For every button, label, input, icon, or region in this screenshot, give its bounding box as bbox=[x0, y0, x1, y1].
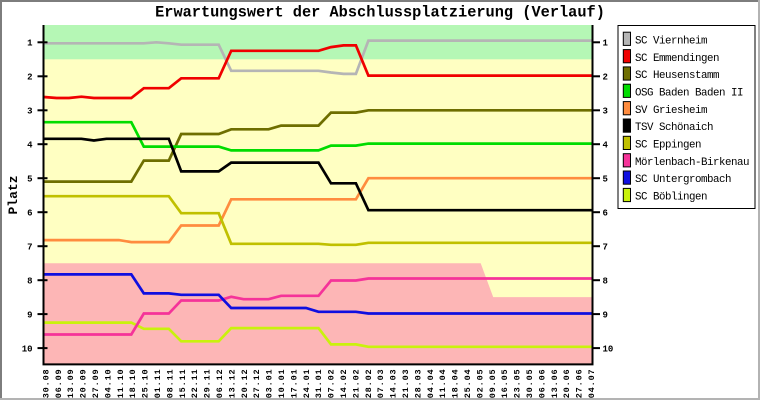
svg-text:5: 5 bbox=[603, 175, 608, 185]
svg-text:SC Heusenstamm: SC Heusenstamm bbox=[635, 70, 719, 82]
svg-text:3: 3 bbox=[27, 107, 32, 117]
svg-text:14.02: 14.02 bbox=[339, 369, 349, 399]
svg-text:2: 2 bbox=[27, 73, 32, 83]
svg-text:15.11: 15.11 bbox=[178, 369, 188, 399]
svg-text:6: 6 bbox=[603, 209, 608, 219]
svg-text:06.09: 06.09 bbox=[54, 369, 64, 399]
svg-text:06.12: 06.12 bbox=[215, 369, 225, 399]
svg-text:03.01: 03.01 bbox=[265, 369, 275, 399]
svg-text:27.12: 27.12 bbox=[252, 369, 262, 399]
svg-text:2: 2 bbox=[603, 73, 608, 83]
svg-text:9: 9 bbox=[27, 310, 32, 320]
svg-text:OSG Baden Baden II: OSG Baden Baden II bbox=[635, 88, 743, 100]
svg-text:13.09: 13.09 bbox=[66, 369, 76, 399]
svg-text:25.10: 25.10 bbox=[141, 369, 151, 399]
svg-text:04.04: 04.04 bbox=[426, 369, 436, 399]
svg-text:1: 1 bbox=[603, 39, 609, 49]
svg-text:Mörlenbach-Birkenau: Mörlenbach-Birkenau bbox=[635, 157, 749, 169]
svg-text:28.03: 28.03 bbox=[413, 369, 423, 399]
svg-text:30.05: 30.05 bbox=[525, 369, 535, 399]
svg-text:3: 3 bbox=[603, 107, 608, 117]
svg-text:8: 8 bbox=[27, 277, 32, 287]
svg-text:10: 10 bbox=[603, 344, 614, 354]
svg-text:7: 7 bbox=[603, 243, 608, 253]
svg-text:11.10: 11.10 bbox=[116, 369, 126, 399]
svg-text:20.12: 20.12 bbox=[240, 369, 250, 399]
svg-text:30.08: 30.08 bbox=[41, 369, 51, 399]
svg-text:8: 8 bbox=[603, 277, 608, 287]
svg-text:4: 4 bbox=[27, 141, 33, 151]
svg-text:1: 1 bbox=[27, 39, 33, 49]
svg-text:09.05: 09.05 bbox=[488, 369, 498, 399]
svg-text:4: 4 bbox=[603, 141, 609, 151]
svg-text:TSV Schönaich: TSV Schönaich bbox=[635, 122, 713, 134]
svg-text:SV Griesheim: SV Griesheim bbox=[635, 105, 707, 117]
svg-text:28.02: 28.02 bbox=[364, 369, 374, 399]
svg-text:27.06: 27.06 bbox=[575, 369, 585, 399]
svg-text:04.10: 04.10 bbox=[103, 369, 113, 399]
svg-text:7: 7 bbox=[27, 243, 32, 253]
svg-text:06.06: 06.06 bbox=[537, 369, 547, 399]
svg-text:08.11: 08.11 bbox=[165, 369, 175, 399]
svg-text:SC Emmendingen: SC Emmendingen bbox=[635, 53, 719, 65]
svg-text:SC Eppingen: SC Eppingen bbox=[635, 140, 701, 152]
svg-text:10: 10 bbox=[22, 344, 33, 354]
svg-text:18.04: 18.04 bbox=[451, 369, 461, 399]
svg-text:14.03: 14.03 bbox=[389, 369, 399, 399]
svg-text:17.01: 17.01 bbox=[289, 369, 299, 399]
svg-text:10.01: 10.01 bbox=[277, 369, 287, 399]
svg-text:11.04: 11.04 bbox=[438, 369, 448, 399]
svg-text:07.03: 07.03 bbox=[376, 369, 386, 399]
svg-text:25.04: 25.04 bbox=[463, 369, 473, 399]
svg-text:Platz: Platz bbox=[6, 175, 21, 214]
svg-text:01.11: 01.11 bbox=[153, 369, 163, 399]
svg-text:13.12: 13.12 bbox=[227, 369, 237, 399]
svg-text:18.10: 18.10 bbox=[128, 369, 138, 399]
svg-text:24.01: 24.01 bbox=[302, 369, 312, 399]
svg-text:21.02: 21.02 bbox=[351, 369, 361, 399]
svg-text:16.05: 16.05 bbox=[500, 369, 510, 399]
svg-text:SC Böblingen: SC Böblingen bbox=[635, 192, 707, 204]
svg-text:29.11: 29.11 bbox=[203, 369, 213, 399]
svg-text:22.11: 22.11 bbox=[190, 369, 200, 399]
svg-text:02.05: 02.05 bbox=[475, 369, 485, 399]
svg-text:04.07: 04.07 bbox=[587, 369, 597, 399]
svg-text:31.01: 31.01 bbox=[314, 369, 324, 399]
svg-text:20.09: 20.09 bbox=[79, 369, 89, 399]
svg-text:SC Viernheim: SC Viernheim bbox=[635, 35, 707, 47]
svg-text:9: 9 bbox=[603, 310, 608, 320]
svg-text:Erwartungswert der Abschlusspl: Erwartungswert der Abschlussplatzierung … bbox=[155, 4, 605, 22]
svg-text:21.03: 21.03 bbox=[401, 369, 411, 399]
svg-text:23.05: 23.05 bbox=[513, 369, 523, 399]
svg-text:20.06: 20.06 bbox=[562, 369, 572, 399]
svg-text:SC Untergrombach: SC Untergrombach bbox=[635, 174, 731, 186]
svg-text:13.06: 13.06 bbox=[550, 369, 560, 399]
svg-text:6: 6 bbox=[27, 209, 32, 219]
svg-text:27.09: 27.09 bbox=[91, 369, 101, 399]
svg-text:5: 5 bbox=[27, 175, 32, 185]
svg-text:07.02: 07.02 bbox=[327, 369, 337, 399]
